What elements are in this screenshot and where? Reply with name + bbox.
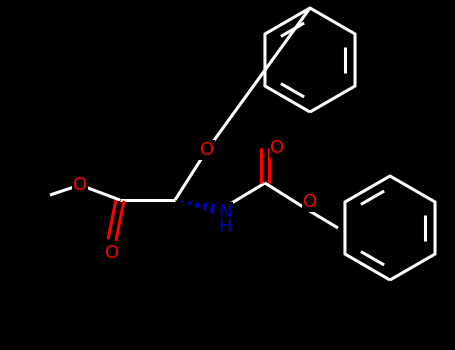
Text: O: O xyxy=(200,141,214,159)
Text: O: O xyxy=(105,244,119,262)
Text: O: O xyxy=(73,176,87,194)
Text: O: O xyxy=(303,193,317,211)
Text: H: H xyxy=(218,218,232,236)
Text: O: O xyxy=(270,139,284,157)
Text: N: N xyxy=(218,203,232,221)
